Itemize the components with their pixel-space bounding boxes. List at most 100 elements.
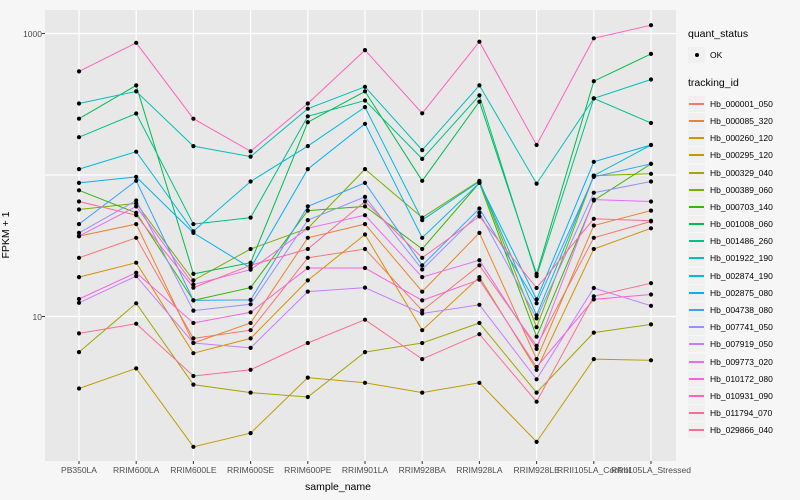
legend-key-box [688,112,705,129]
data-point [248,267,253,272]
x-tick-label-RRII105LA_Control: RRII105LA_Control [556,465,631,475]
data-point [591,159,596,164]
y-axis-title: FPKM + 1 [0,211,12,259]
legend-item-Hb_010172_080: Hb_010172_080 [688,370,800,387]
tracking-id-legend-title: tracking_id [688,77,739,90]
series-color-line-icon [689,309,704,312]
data-point [191,285,196,290]
data-point [477,277,482,282]
data-point [362,222,368,227]
data-point [305,375,310,380]
legend-item-Hb_000001_050: Hb_000001_050 [688,95,800,112]
data-point [134,366,139,371]
series-color-line-icon [689,240,704,243]
legend-key-box [688,198,705,215]
legend-item-label: Hb_002874_190 [710,270,773,281]
data-point [591,96,596,101]
data-point [362,213,368,218]
legend-item-label: Hb_010172_080 [710,373,773,384]
series-color-line-icon [689,394,704,397]
data-point [134,235,139,240]
series-color-line-icon [689,102,704,105]
data-point [534,390,539,395]
panel-background [45,10,676,461]
data-point [134,83,139,88]
data-point [305,265,310,271]
data-point [191,351,196,356]
data-point [248,215,253,220]
data-point [191,230,196,235]
data-point [134,274,139,279]
data-point [76,222,82,227]
data-point [362,265,368,271]
data-point [420,148,425,153]
data-point [591,190,596,195]
data-point [420,255,425,260]
data-point [648,218,654,223]
data-point [420,235,425,240]
data-point [591,197,596,202]
x-tick-label-RRIM600LA: RRIM600LA [113,465,160,475]
data-point [362,232,368,237]
data-point [648,358,654,363]
data-point [305,204,310,209]
data-point [420,267,425,272]
data-point [248,328,253,333]
data-point [648,161,654,166]
data-point [191,444,196,449]
data-point [362,194,368,199]
data-point [648,208,654,213]
data-point [477,83,482,88]
series-color-line-icon [689,429,704,432]
data-point [534,346,539,351]
data-point [477,230,482,235]
legend-key-box [688,250,705,267]
data-point [477,302,482,307]
legend-key-box [688,302,705,319]
legend-item-Hb_000389_060: Hb_000389_060 [688,181,800,198]
data-point [76,255,82,260]
legend-item-Hb_001486_260: Hb_001486_260 [688,233,800,250]
data-point [534,343,539,348]
data-point [305,144,310,149]
data-point [305,235,310,240]
data-point [134,111,139,116]
data-point [134,260,139,265]
data-point [477,214,482,219]
data-point [134,149,139,154]
data-point [362,350,368,355]
data-point [648,23,654,28]
data-point [420,390,425,395]
data-point [191,282,196,287]
data-point [477,320,482,326]
y-tick-label: 10 [32,311,42,322]
legend-item-label: Hb_001008_060 [710,219,773,230]
data-point [248,179,253,184]
data-point [76,116,82,121]
x-tick-label-RRIM600PE: RRIM600PE [284,465,332,475]
series-color-line-icon [689,343,704,346]
data-point [420,340,425,346]
legend-key-box [688,147,705,164]
data-point [305,218,310,223]
data-point [248,367,253,372]
data-point [534,301,539,306]
data-point [362,317,368,322]
data-point [76,275,82,280]
data-point [248,345,253,350]
data-point [420,289,425,294]
legend-item-Hb_001008_060: Hb_001008_060 [688,216,800,233]
x-tick-label-RRIM928LA: RRIM928LA [456,465,503,475]
data-point [648,292,654,297]
data-point [305,208,310,213]
legend-key-box [688,46,705,63]
legend-item-label: Hb_029866_040 [710,425,773,436]
data-point [191,336,196,341]
data-point [248,431,253,436]
legend-item-label: Hb_009773_020 [710,356,773,367]
data-point [362,246,368,252]
data-point [191,116,196,121]
data-point [76,296,82,302]
legend-key-box [688,387,705,404]
